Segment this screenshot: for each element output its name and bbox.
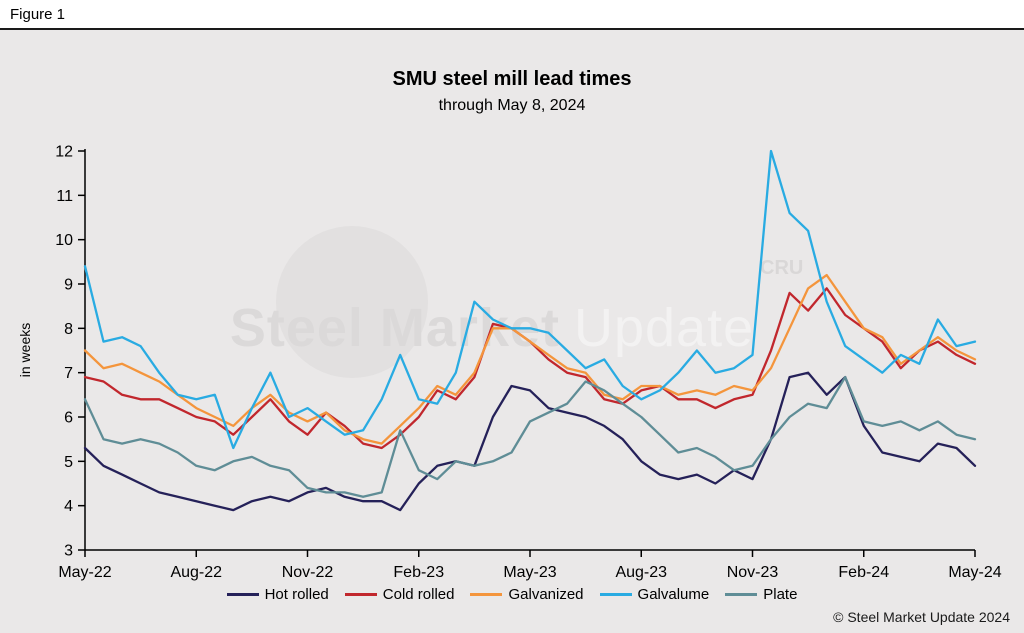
x-tick-label: May-23 [503,564,556,581]
figure-label-bar: Figure 1 [0,0,1024,30]
x-tick-label: May-22 [58,564,111,581]
legend-swatch-galvanized [470,592,503,596]
x-tick-label: Feb-24 [838,564,889,581]
y-tick-label: 9 [64,277,73,294]
watermark-text-light: Update [574,298,754,358]
legend-label: Hot rolled [264,585,329,603]
axes: 3 4 5 6 7 8 9 10 11 12 May-22 Aug-22 Nov-22 Feb-23 May… [55,144,1002,582]
series-line-galvanized [83,273,977,445]
series-line-hot-rolled [83,371,977,512]
legend-item-galvanized: Galvanized [470,585,584,603]
y-tick-label: 7 [64,365,73,382]
chart-subtitle: through May 8, 2024 [439,97,586,114]
legend-swatch-cold-rolled [344,592,377,596]
x-tick-label: Nov-23 [727,564,779,581]
legend-label: Plate [763,585,798,603]
x-tick-label: Aug-22 [170,564,222,581]
legend-item-plate: Plate [725,586,797,603]
legend-item-cold-rolled: Cold rolled [344,585,455,603]
watermark-circle-logo [276,226,428,378]
watermark: Steel Market Update CRU [230,226,803,378]
copyright-text: © Steel Market Update 2024 [833,609,1010,625]
x-tick-label: Nov-22 [282,564,334,581]
y-tick-label: 3 [64,543,73,560]
chart-title: SMU steel mill lead times [393,68,632,90]
legend-swatch-galvalume [599,592,632,596]
legend-swatch-hot-rolled [226,592,259,596]
x-tick-label: Aug-23 [615,564,667,581]
y-tick-label: 10 [55,232,73,249]
x-tick-label: Feb-23 [393,564,444,581]
chart-legend: Hot rolled Cold rolled Galvanized Galvalume… [0,582,1024,606]
y-tick-label: 6 [64,410,73,427]
x-tick-label: May-24 [948,564,1001,581]
legend-item-galvalume: Galvalume [599,585,710,603]
figure-label: Figure 1 [10,5,66,23]
legend-label: Galvalume [637,585,710,603]
legend-swatch-plate [725,592,758,596]
y-tick-label: 12 [55,144,73,161]
y-tick-label: 8 [64,321,73,338]
legend-label: Cold rolled [382,585,455,603]
y-tick-label: 4 [64,498,73,515]
lead-times-chart: SMU steel mill lead times through May 8,… [17,68,1002,582]
legend-item-hot-rolled: Hot rolled [226,585,329,603]
y-axis-title: in weeks [17,323,33,377]
series-line-plate [83,375,977,498]
y-tick-label: 11 [56,188,73,205]
series-line-galvalume [83,149,977,450]
watermark-badge: CRU [760,257,803,279]
legend-label: Galvanized [508,585,584,603]
y-tick-label: 5 [64,454,73,471]
